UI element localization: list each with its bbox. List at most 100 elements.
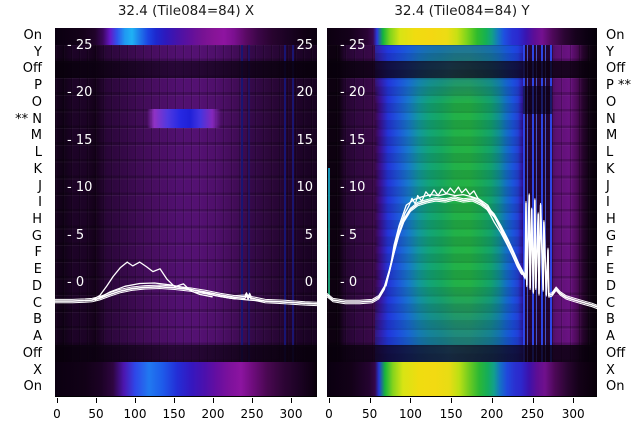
row-label-left-m-6: M — [30, 128, 42, 144]
db-edge-tick-25: 25 — [296, 37, 313, 53]
db-tick-x-0: - 0 — [67, 275, 85, 290]
heatmap-y-off-row-top — [327, 61, 597, 78]
db-tick-x-10: - 10 — [67, 180, 93, 195]
heatmap-y-on-row-top — [327, 28, 597, 45]
row-label-right-l-7: L — [606, 145, 614, 161]
x-ticklabel-1-250: 250 — [521, 407, 544, 421]
heatmap-y-blue-lines-gap — [523, 86, 552, 114]
row-label-left-p-3: P — [34, 78, 42, 94]
heatmap-x-on-row-bottom — [55, 362, 317, 396]
row-label-right-o-4: O — [606, 94, 617, 110]
row-label-right-f-13: F — [606, 245, 614, 261]
row-label-right-g-12: G — [606, 228, 617, 244]
db-edge-tick-20: 20 — [296, 85, 313, 100]
x-tickmark-1-50 — [369, 398, 371, 403]
db-edge-tick-15: 15 — [296, 132, 313, 148]
db-edge-tick-0: 0 — [304, 275, 313, 290]
row-label-right-k-8: K — [606, 161, 615, 177]
row-label-right-on-0: On — [606, 28, 625, 43]
x-tickmark-0-50 — [96, 398, 97, 403]
heatmap-y-edge-line — [328, 168, 330, 298]
row-label-left-off-2: Off — [22, 61, 42, 77]
row-label-left-i-10: I — [38, 195, 42, 211]
row-label-left-l-7: L — [34, 145, 42, 161]
x-ticklabel-0-50: 50 — [88, 407, 104, 421]
db-tick-y-5: - 5 — [340, 227, 358, 243]
heatmap-x-off-row-bottom — [55, 345, 317, 362]
x-tickmark-1-150 — [451, 398, 453, 403]
x-ticklabel-1-50: 50 — [362, 407, 378, 421]
db-edge-tick-10: 10 — [296, 180, 313, 195]
panel-x-bottom-spine — [55, 396, 317, 397]
row-label-right-p-3: P ** — [606, 78, 631, 94]
row-label-right-j-9: J — [606, 178, 610, 194]
row-label-right-off-19: Off — [606, 345, 626, 361]
heatmap-x-off-row-top — [55, 61, 317, 78]
row-label-left-h-11: H — [32, 212, 42, 227]
row-label-left-g-12: G — [31, 228, 42, 244]
db-tick-x-15: - 15 — [67, 132, 93, 148]
row-label-right-y-1: Y — [606, 44, 614, 60]
x-tickmark-0-0 — [57, 398, 58, 403]
x-ticklabel-0-150: 150 — [162, 407, 186, 421]
x-tickmark-0-100 — [135, 398, 136, 403]
heatmap-y-on-row-bottom — [327, 362, 597, 396]
heatmap-x-on-row-top — [55, 28, 317, 45]
x-ticklabel-1-0: 0 — [325, 407, 333, 421]
row-label-right-h-11: H — [606, 212, 616, 227]
row-label-left-on-0: On — [23, 28, 42, 43]
x-ticklabel-1-200: 200 — [480, 407, 504, 421]
row-label-left-o-4: O — [31, 94, 42, 110]
row-label-right-n-5: N — [606, 111, 616, 127]
heatmap-y-blue-lines — [523, 28, 552, 396]
row-label-right-d-15: D — [606, 278, 617, 294]
row-label-left-on-21: On — [23, 379, 42, 395]
row-label-right-b-17: B — [606, 312, 615, 328]
db-tick-x-5: - 5 — [67, 227, 85, 243]
panel-x-title: 32.4 (Tile084=84) X — [117, 3, 255, 19]
panel-y-title: 32.4 (Tile084=84) Y — [394, 3, 530, 19]
db-tick-y-10: - 10 — [340, 180, 366, 195]
row-label-left-j-9: J — [38, 178, 42, 194]
row-label-left-n-5: ** N — [15, 111, 42, 127]
x-tickmark-1-300 — [573, 398, 575, 403]
row-label-right-on-21: On — [606, 379, 625, 395]
x-tickmark-0-250 — [252, 398, 253, 403]
db-tick-y-20: - 20 — [340, 85, 366, 100]
row-label-left-b-17: B — [33, 312, 42, 328]
row-label-left-d-15: D — [31, 278, 42, 294]
heatmap-x-navy-lines — [55, 28, 317, 396]
x-tickmark-0-300 — [291, 398, 292, 403]
x-tickmark-0-200 — [213, 398, 214, 403]
db-tick-x-20: - 20 — [67, 85, 93, 100]
db-tick-x-25: - 25 — [67, 37, 93, 53]
x-ticklabel-1-150: 150 — [439, 407, 463, 421]
row-label-right-x-20: X — [606, 362, 615, 378]
heatmap-x-flagged-row-streak — [147, 109, 221, 128]
db-tick-y-25: - 25 — [340, 37, 366, 53]
x-ticklabel-1-100: 100 — [398, 407, 422, 421]
db-tick-y-0: - 0 — [340, 275, 358, 290]
db-tick-y-15: - 15 — [340, 132, 366, 148]
x-ticklabel-1-300: 300 — [561, 407, 585, 421]
row-label-left-y-1: Y — [34, 44, 42, 60]
row-label-left-e-14: E — [33, 262, 42, 278]
row-label-right-i-10: I — [606, 195, 610, 211]
x-ticklabel-0-100: 100 — [123, 407, 147, 421]
x-tickmark-1-0 — [329, 398, 330, 403]
x-tickmark-1-100 — [410, 398, 412, 403]
row-label-left-a-18: A — [33, 329, 42, 345]
row-label-left-f-13: F — [34, 245, 42, 261]
panel-y-bottom-spine — [327, 396, 597, 397]
row-label-right-e-14: E — [606, 262, 615, 278]
heatmap-panel-x — [55, 28, 317, 396]
row-label-right-c-16: C — [606, 295, 616, 311]
x-ticklabel-0-300: 300 — [279, 407, 303, 421]
x-ticklabel-0-250: 250 — [240, 407, 264, 421]
row-label-right-a-18: A — [606, 329, 615, 345]
x-tickmark-0-150 — [174, 398, 175, 403]
x-tickmark-1-200 — [491, 398, 493, 403]
row-label-right-off-2: Off — [606, 61, 626, 77]
row-label-right-m-6: M — [606, 128, 618, 144]
